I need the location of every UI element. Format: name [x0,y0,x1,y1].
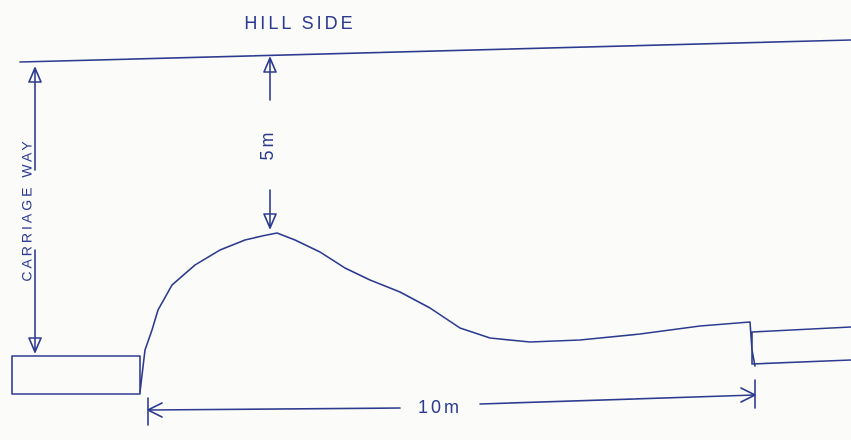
height-dimension [263,57,277,229]
hill-line [19,39,851,63]
carriageway-label: CARRIAGE WAY [19,138,35,281]
height-label: 5m [257,129,277,160]
title: HILL SIDE [244,13,355,33]
carriageway-dimension [28,67,42,353]
road-left [11,355,141,395]
width-dimension [147,379,756,426]
road-right [751,326,851,365]
width-label: 10m [418,397,462,417]
slide-profile [139,232,756,393]
